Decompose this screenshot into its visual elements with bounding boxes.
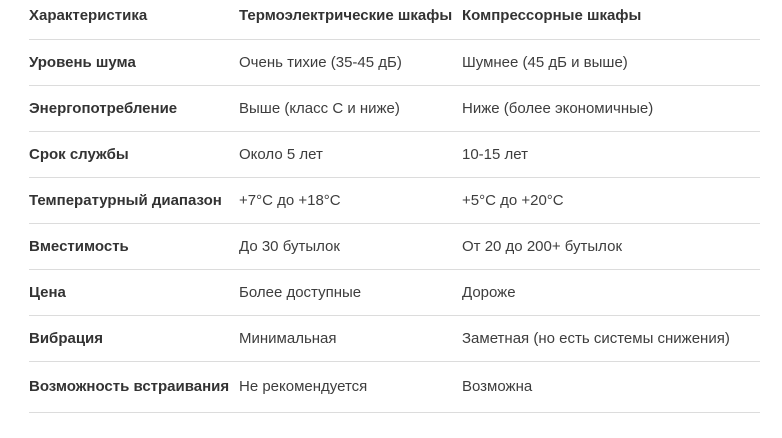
row-feature-label: Цена (29, 283, 66, 301)
table-row: Возможность встраивания Не рекомендуется В… (29, 362, 760, 413)
thermoelectric-value: До 30 бутылок (239, 237, 340, 255)
row-feature-label: Возможность встраивания (29, 378, 230, 395)
table-row: Цена Более доступные Дороже (29, 270, 760, 316)
table-row: Вместимость До 30 бутылок От 20 до 200+ бу… (29, 224, 760, 270)
table-body: Уровень шума Очень тихие (35-45 дБ) Шумнее… (29, 40, 760, 413)
header-thermoelectric: Термоэлектрические шкафы (239, 7, 453, 24)
table-row: Вибрация Минимальная Заметная (но есть сис… (29, 316, 760, 362)
header-compressor: Компрессорные шкафы (462, 7, 642, 24)
comparison-table: Характеристика Термоэлектрические шкафы … (29, 0, 760, 413)
row-feature-label: Температурный диапазон (29, 191, 222, 209)
thermoelectric-value: Выше (класс C и ниже) (239, 99, 400, 117)
thermoelectric-value: Не рекомендуется (239, 378, 368, 395)
header-characteristic: Характеристика (29, 7, 148, 24)
table-header-row: Характеристика Термоэлектрические шкафы … (29, 0, 760, 40)
table-row: Температурный диапазон +7°C до +18°C +5°C … (29, 178, 760, 224)
compressor-value: Заметная (но есть системы снижения) (462, 329, 730, 347)
compressor-value: Возможна (462, 378, 533, 395)
table-row: Энергопотребление Выше (класс C и ниже) Ни… (29, 86, 760, 132)
row-feature-label: Вместимость (29, 237, 129, 255)
thermoelectric-value: +7°C до +18°C (239, 191, 341, 209)
thermoelectric-value: Более доступные (239, 283, 362, 301)
thermoelectric-value: Минимальная (239, 329, 337, 347)
row-feature-label: Энергопотребление (29, 99, 178, 117)
table-row: Срок службы Около 5 лет 10-15 лет (29, 132, 760, 178)
compressor-value: Ниже (более экономичные) (462, 99, 654, 117)
compressor-value: +5°C до +20°C (462, 191, 564, 209)
compressor-value: Шумнее (45 дБ и выше) (462, 53, 628, 71)
row-feature-label: Срок службы (29, 145, 129, 163)
table-row: Уровень шума Очень тихие (35-45 дБ) Шумнее… (29, 40, 760, 86)
thermoelectric-value: Очень тихие (35-45 дБ) (239, 53, 402, 71)
row-feature-label: Вибрация (29, 329, 104, 347)
compressor-value: Дороже (462, 283, 516, 301)
thermoelectric-value: Около 5 лет (239, 145, 323, 163)
compressor-value: 10-15 лет (462, 145, 528, 163)
compressor-value: От 20 до 200+ бутылок (462, 237, 623, 255)
row-feature-label: Уровень шума (29, 53, 136, 71)
